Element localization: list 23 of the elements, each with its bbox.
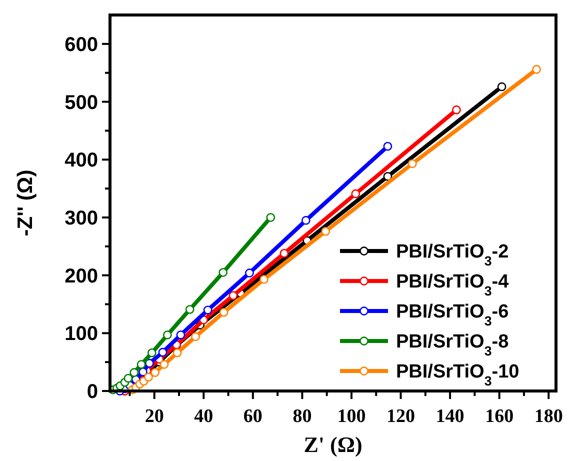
legend-label: PBI/SrTiO$_{3}$-2 [396,242,509,268]
x-tick-label: 100 [337,406,366,427]
legend-label: PBI/SrTiO$_{3}$-6 [396,302,509,328]
y-tick-label: 600 [64,34,98,56]
y-axis-title: -Z'' (Ω) [14,170,37,236]
x-tick-label: 80 [292,406,312,427]
x-tick-label: 140 [436,406,464,427]
legend-label: PBI/SrTiO$_{3}$-10 [396,362,520,388]
x-tick-label: 60 [243,406,262,427]
y-tick-label: 500 [64,92,98,114]
y-tick-label: 100 [64,323,98,346]
x-tick-label: 120 [386,406,416,427]
legend-label: PBI/SrTiO$_{3}$-4 [396,272,510,298]
x-tick-label: 40 [194,406,214,427]
x-tick-label: 20 [144,406,164,427]
legend-label: PBI/SrTiO$_{3}$-8 [396,332,509,358]
y-tick-label: 0 [86,381,98,403]
x-tick-label: 180 [534,406,563,427]
x-axis-title: Z' (Ω) [304,432,362,457]
x-tick-label: 160 [485,406,514,427]
y-tick-label: 200 [64,265,98,288]
y-tick-label: 400 [64,150,98,172]
y-tick-label: 300 [64,207,98,230]
